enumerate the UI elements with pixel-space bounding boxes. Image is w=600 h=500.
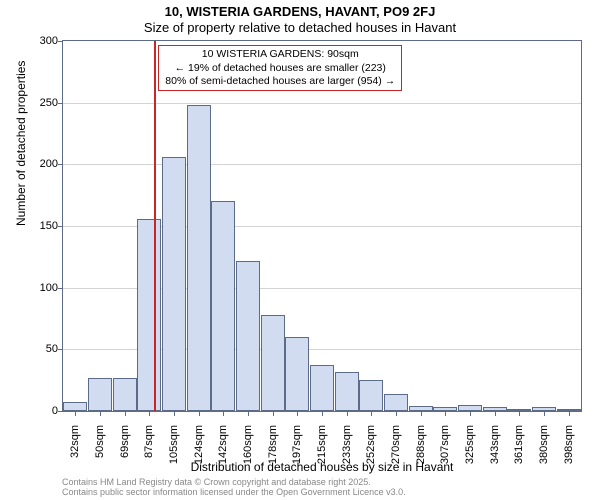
x-tick-mark	[470, 412, 471, 416]
x-tick-label: 361sqm	[513, 425, 525, 475]
y-tick-mark	[58, 288, 62, 289]
y-tick-label: 250	[8, 97, 58, 109]
x-tick-label: 252sqm	[365, 425, 377, 475]
y-tick-mark	[58, 226, 62, 227]
x-tick-mark	[223, 412, 224, 416]
histogram-bar	[236, 261, 260, 411]
x-tick-mark	[569, 412, 570, 416]
x-tick-label: 69sqm	[119, 425, 131, 475]
marker-line	[154, 41, 156, 411]
y-tick-mark	[58, 164, 62, 165]
histogram-bar	[187, 105, 211, 411]
gridline	[63, 103, 581, 104]
x-tick-label: 307sqm	[439, 425, 451, 475]
x-tick-label: 124sqm	[193, 425, 205, 475]
gridline	[63, 164, 581, 165]
plot-area: 10 WISTERIA GARDENS: 90sqm← 19% of detac…	[62, 40, 582, 412]
x-tick-label: 32sqm	[69, 425, 81, 475]
x-tick-mark	[149, 412, 150, 416]
histogram-bar	[162, 157, 186, 411]
y-tick-mark	[58, 411, 62, 412]
histogram-bar	[285, 337, 309, 411]
x-tick-mark	[273, 412, 274, 416]
x-tick-mark	[100, 412, 101, 416]
x-tick-label: 398sqm	[563, 425, 575, 475]
chart-title-address: 10, WISTERIA GARDENS, HAVANT, PO9 2FJ	[0, 4, 600, 19]
x-tick-label: 215sqm	[316, 425, 328, 475]
x-tick-mark	[125, 412, 126, 416]
y-tick-label: 300	[8, 35, 58, 47]
annotation-box: 10 WISTERIA GARDENS: 90sqm← 19% of detac…	[158, 45, 402, 90]
histogram-bar	[113, 378, 137, 411]
histogram-bar	[211, 201, 235, 411]
x-tick-mark	[75, 412, 76, 416]
histogram-bar	[507, 409, 531, 411]
x-tick-label: 233sqm	[341, 425, 353, 475]
x-tick-mark	[322, 412, 323, 416]
x-tick-mark	[347, 412, 348, 416]
chart-container: 10, WISTERIA GARDENS, HAVANT, PO9 2FJ Si…	[0, 0, 600, 500]
histogram-bar	[433, 407, 457, 411]
y-tick-label: 200	[8, 158, 58, 170]
chart-subtitle: Size of property relative to detached ho…	[0, 20, 600, 35]
x-tick-mark	[297, 412, 298, 416]
x-tick-mark	[371, 412, 372, 416]
histogram-bar	[532, 407, 556, 411]
footer-attribution: Contains HM Land Registry data © Crown c…	[62, 478, 406, 498]
x-tick-mark	[421, 412, 422, 416]
y-tick-mark	[58, 103, 62, 104]
histogram-bar	[261, 315, 285, 411]
histogram-bar	[137, 219, 161, 411]
y-tick-label: 0	[8, 405, 58, 417]
x-tick-mark	[544, 412, 545, 416]
x-tick-label: 178sqm	[267, 425, 279, 475]
x-tick-mark	[396, 412, 397, 416]
histogram-bar	[483, 407, 507, 411]
histogram-bar	[335, 372, 359, 411]
x-tick-mark	[199, 412, 200, 416]
footer-line2: Contains public sector information licen…	[62, 488, 406, 498]
x-tick-mark	[495, 412, 496, 416]
histogram-bar	[384, 394, 408, 411]
annotation-line: ← 19% of detached houses are smaller (22…	[165, 62, 395, 75]
x-tick-label: 105sqm	[168, 425, 180, 475]
x-tick-label: 142sqm	[217, 425, 229, 475]
x-tick-mark	[445, 412, 446, 416]
y-tick-label: 150	[8, 220, 58, 232]
x-tick-label: 50sqm	[94, 425, 106, 475]
x-tick-label: 325sqm	[464, 425, 476, 475]
histogram-bar	[557, 409, 581, 411]
annotation-line: 10 WISTERIA GARDENS: 90sqm	[165, 48, 395, 61]
annotation-line: 80% of semi-detached houses are larger (…	[165, 75, 395, 88]
x-tick-label: 160sqm	[242, 425, 254, 475]
histogram-bar	[310, 365, 334, 411]
histogram-bar	[458, 405, 482, 411]
histogram-bar	[63, 402, 87, 411]
x-tick-label: 380sqm	[538, 425, 550, 475]
y-tick-label: 50	[8, 343, 58, 355]
x-tick-label: 343sqm	[489, 425, 501, 475]
x-tick-label: 288sqm	[415, 425, 427, 475]
y-tick-mark	[58, 349, 62, 350]
histogram-bar	[88, 378, 112, 411]
x-tick-label: 87sqm	[143, 425, 155, 475]
x-tick-mark	[519, 412, 520, 416]
x-tick-label: 197sqm	[291, 425, 303, 475]
histogram-bar	[409, 406, 433, 411]
x-tick-mark	[248, 412, 249, 416]
y-tick-mark	[58, 41, 62, 42]
x-tick-label: 270sqm	[390, 425, 402, 475]
y-axis-label: Number of detached properties	[14, 61, 28, 226]
histogram-bar	[359, 380, 383, 411]
x-tick-mark	[174, 412, 175, 416]
y-tick-label: 100	[8, 282, 58, 294]
